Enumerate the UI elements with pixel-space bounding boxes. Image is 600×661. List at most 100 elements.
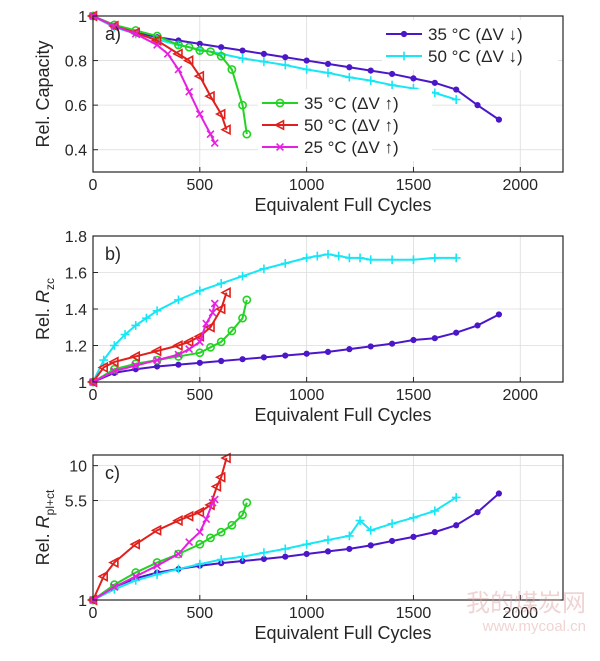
data-point: [174, 550, 183, 558]
data-point: [453, 329, 460, 336]
data-point: [174, 350, 183, 359]
data-point: [185, 87, 194, 96]
data-point: [431, 79, 438, 86]
data-point: [227, 520, 237, 530]
y-axis-label: Rel. Rpl+ct: [33, 489, 57, 565]
data-point: [367, 343, 374, 350]
data-point: [182, 55, 194, 67]
data-point: [242, 129, 252, 139]
data-point: [131, 321, 141, 330]
data-point: [110, 22, 119, 30]
series-line: [92, 292, 228, 383]
panel-label: b): [105, 244, 121, 264]
plot-frame: [92, 15, 564, 173]
data-point: [474, 509, 481, 516]
data-point: [206, 130, 215, 139]
data-point: [303, 57, 310, 64]
data-point: [129, 350, 141, 362]
data-point: [220, 124, 231, 136]
data-point: [323, 535, 333, 545]
data-point: [344, 531, 354, 541]
data-point: [150, 524, 162, 536]
y-tick-label: 1: [78, 593, 87, 610]
data-point: [312, 251, 322, 261]
data-point: [495, 116, 503, 123]
data-point: [206, 47, 215, 57]
data-point: [238, 510, 247, 520]
data-point: [193, 70, 205, 82]
watermark-url: www.mycoal.cn: [482, 618, 586, 635]
y-tick-label: 0.4: [65, 143, 87, 160]
y-tick-label: 1.6: [65, 266, 87, 283]
data-point: [214, 471, 226, 483]
data-point: [210, 299, 219, 308]
series-line: [92, 303, 216, 383]
data-point: [216, 51, 226, 61]
data-point: [239, 47, 246, 54]
data-point: [131, 572, 140, 581]
data-point: [302, 539, 312, 549]
data-point: [242, 498, 252, 508]
data-point: [388, 537, 396, 545]
data-point: [346, 64, 353, 71]
data-point: [280, 258, 290, 268]
y-tick-label: 5.5: [65, 494, 87, 511]
panel-label: a): [105, 24, 121, 44]
data-point: [131, 29, 140, 38]
data-point: [387, 519, 397, 529]
data-point: [410, 533, 417, 540]
x-axis-label: Equivalent Full Cycles: [254, 195, 431, 215]
data-point: [453, 86, 460, 93]
data-point: [185, 538, 194, 547]
data-point: [366, 255, 376, 265]
x-tick-label: 0: [89, 177, 98, 194]
chart-panel-2: 0 500 1000 1500 2000 1 1.2 1.4 1.6 1.8 Equivalent …: [33, 229, 564, 425]
data-point: [152, 570, 162, 579]
data-point: [302, 65, 312, 74]
data-point: [182, 336, 194, 348]
data-point: [120, 330, 130, 339]
data-point: [195, 286, 205, 296]
data-point: [324, 348, 332, 355]
x-tick-label: 1500: [396, 387, 432, 404]
series-line: [92, 502, 248, 601]
data-point: [216, 337, 226, 347]
y-tick-label: 1.4: [65, 302, 87, 319]
legend-label: 35 °C (ΔV ↓): [428, 25, 523, 44]
data-point: [324, 548, 332, 555]
data-point: [260, 555, 268, 563]
data-point: [193, 506, 205, 518]
legend-entry: 50 °C (ΔV ↓): [386, 47, 523, 66]
data-point: [242, 295, 252, 305]
data-point: [110, 583, 119, 591]
data-point: [367, 542, 374, 549]
series-line: [92, 496, 457, 601]
data-point: [218, 357, 225, 365]
data-point: [109, 341, 119, 350]
data-point: [355, 253, 365, 263]
y-tick-label: 0.8: [65, 54, 87, 71]
data-point: [431, 529, 438, 536]
series-line: [92, 313, 500, 383]
data-point: [210, 495, 219, 504]
legend-entry: 25 °C (ΔV ↑): [262, 138, 399, 157]
x-tick-label: 500: [186, 177, 213, 194]
data-point: [238, 271, 247, 281]
data-point: [195, 348, 205, 358]
data-point: [108, 356, 119, 368]
data-point: [182, 510, 194, 522]
data-point: [238, 53, 247, 63]
data-point: [355, 516, 365, 525]
data-point: [259, 548, 269, 558]
x-tick-label: 0: [89, 605, 98, 622]
data-point: [282, 54, 289, 61]
data-point: [387, 80, 397, 90]
data-point: [216, 555, 226, 564]
panel-label: c): [105, 463, 120, 483]
legend-swatch-marker: [275, 98, 285, 108]
data-point: [174, 65, 183, 74]
data-point: [110, 367, 119, 376]
data-point: [346, 346, 353, 353]
data-point: [196, 359, 203, 366]
